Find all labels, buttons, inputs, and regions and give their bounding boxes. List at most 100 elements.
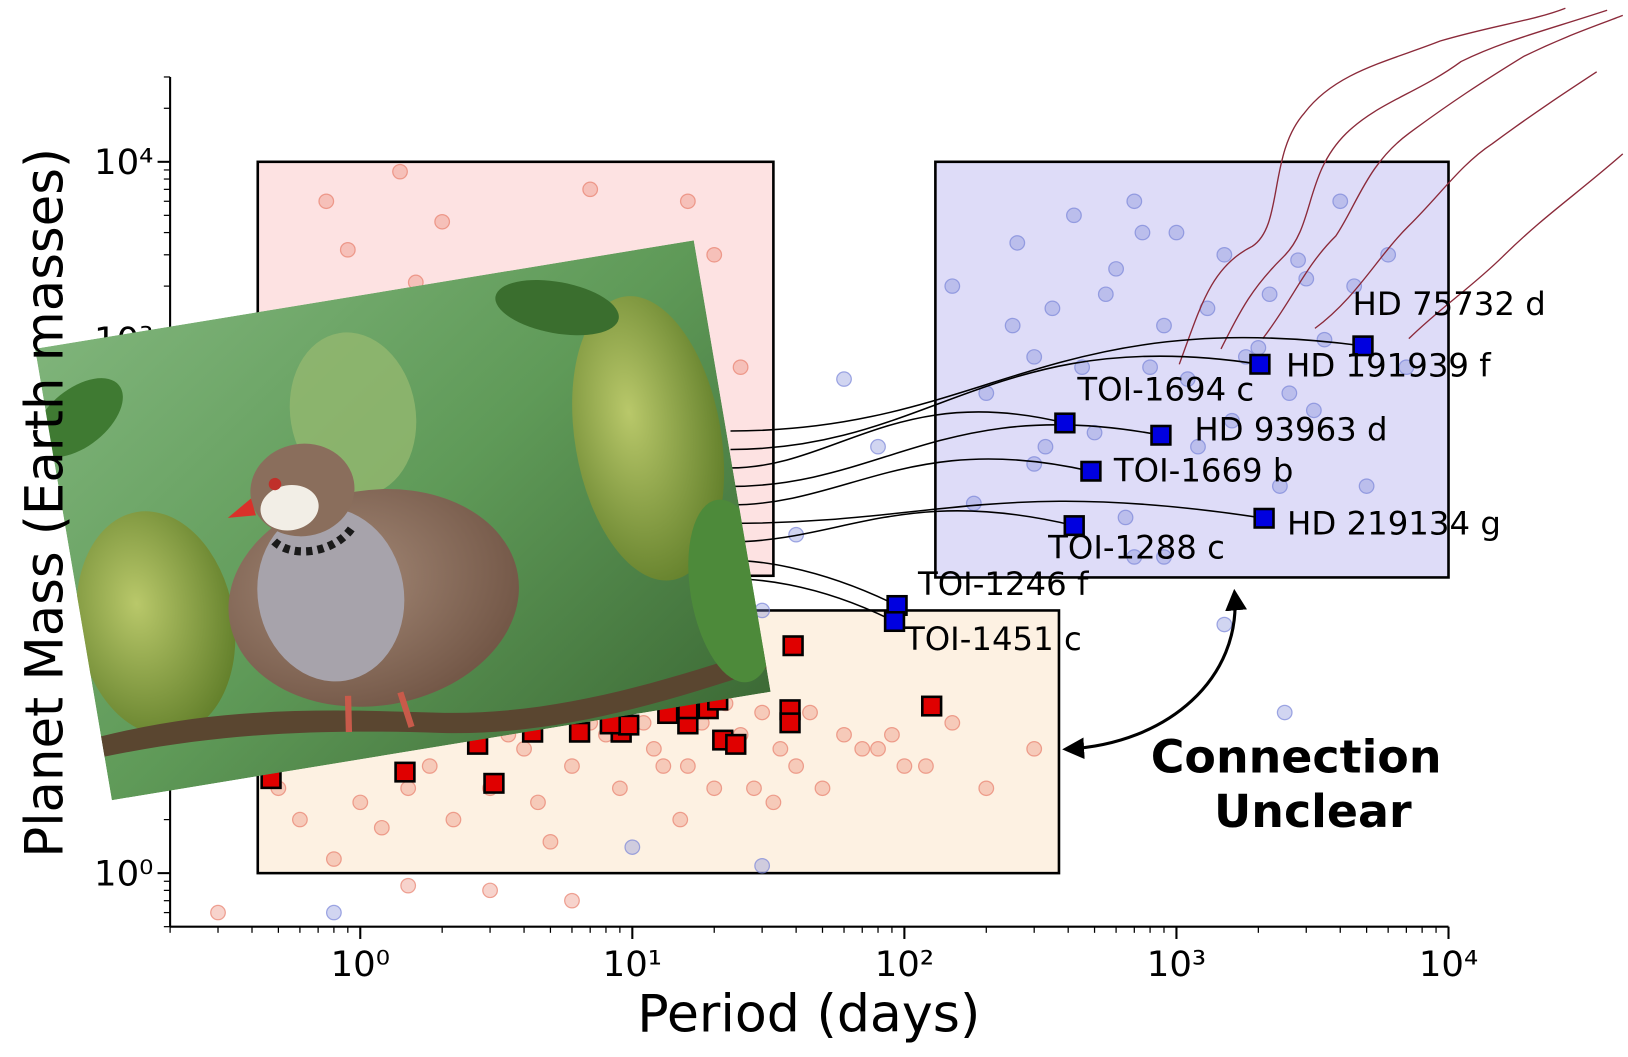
data-point — [400, 780, 417, 797]
connector-line — [730, 510, 1075, 543]
data-point — [325, 904, 342, 921]
data-point — [1332, 193, 1349, 210]
planet-square — [779, 712, 801, 734]
data-point — [965, 495, 982, 512]
data-point — [1216, 246, 1233, 263]
data-point — [1126, 549, 1143, 565]
leaf — [495, 280, 619, 336]
data-point — [1066, 207, 1082, 224]
data-point — [1179, 371, 1196, 387]
data-point — [392, 163, 408, 180]
data-point — [582, 181, 599, 198]
planet-square — [1054, 412, 1076, 434]
planet-label: HD 191939 f — [1286, 347, 1491, 385]
density-contour — [1262, 14, 1624, 340]
density-contour — [1178, 7, 1566, 365]
data-point — [530, 794, 546, 811]
data-point — [1009, 235, 1026, 251]
planet-square — [568, 721, 591, 743]
planet-square — [1352, 335, 1374, 357]
connector-line — [730, 355, 1261, 451]
data-point — [1216, 616, 1233, 633]
data-point — [434, 213, 451, 230]
data-point — [754, 857, 771, 874]
pear — [76, 511, 236, 736]
planet-square — [1150, 424, 1172, 446]
data-point — [854, 741, 871, 757]
data-point — [445, 811, 462, 828]
density-contour — [1220, 9, 1608, 350]
data-point — [1261, 286, 1278, 303]
data-point — [746, 780, 762, 797]
annotation-text: Unclear — [1214, 785, 1412, 838]
data-point — [732, 359, 749, 375]
connector-line — [730, 411, 1066, 469]
data-point — [1281, 385, 1298, 401]
data-point — [917, 758, 934, 774]
connector-line — [730, 458, 1092, 506]
data-point — [291, 811, 308, 828]
data-point — [788, 758, 805, 774]
data-point — [564, 892, 580, 909]
data-point — [325, 851, 342, 867]
data-point — [1134, 224, 1151, 241]
data-point — [1276, 704, 1293, 721]
data-point — [1250, 339, 1267, 356]
data-point — [1004, 317, 1021, 334]
data-point — [482, 882, 499, 899]
data-point — [870, 741, 886, 757]
data-point — [1190, 438, 1206, 455]
data-point — [944, 278, 961, 294]
data-point — [210, 904, 226, 921]
data-point — [1142, 359, 1159, 375]
planet-square — [782, 635, 804, 657]
data-point — [1074, 359, 1091, 375]
data-point — [339, 242, 356, 258]
density-contour — [1408, 153, 1624, 340]
data-point — [1290, 252, 1307, 268]
x-tick-label: 10¹ — [603, 944, 662, 985]
data-point — [836, 371, 852, 387]
photo — [35, 240, 771, 801]
data-point — [1156, 549, 1172, 565]
annotation-text: Connection — [1151, 731, 1442, 784]
planet-label: TOI-1694 c — [1076, 371, 1254, 409]
data-point — [896, 758, 913, 774]
data-point — [645, 741, 662, 757]
planet-label: TOI-1451 c — [904, 620, 1082, 658]
planet-label: HD 93963 d — [1194, 411, 1387, 449]
data-point — [624, 839, 641, 855]
data-point — [870, 438, 886, 455]
pear — [572, 296, 725, 581]
planet-square — [483, 772, 505, 794]
density-contours — [1178, 7, 1624, 365]
x-tick-label: 10³ — [1147, 944, 1206, 985]
bird-eye — [268, 477, 282, 491]
data-point — [944, 715, 961, 731]
x-tick-label: 10⁰ — [331, 944, 390, 985]
bird-beak — [227, 498, 256, 518]
data-point — [836, 726, 852, 743]
planet-label: TOI-1288 c — [1047, 529, 1225, 567]
planet-label: TOI-1246 f — [917, 565, 1089, 603]
data-point — [1097, 286, 1114, 303]
data-point — [611, 780, 628, 797]
data-point — [1026, 741, 1043, 757]
data-point — [318, 193, 335, 210]
data-point — [1117, 509, 1134, 526]
photo-content — [35, 240, 771, 801]
data-point — [1037, 438, 1054, 455]
bird-breast — [257, 507, 405, 682]
data-point — [706, 780, 723, 797]
density-contour — [1314, 71, 1598, 329]
x-tick-label: 10⁴ — [1419, 944, 1478, 985]
bird-legs — [344, 691, 415, 733]
connector-line — [730, 336, 1364, 432]
data-point — [655, 758, 672, 774]
planet-square — [883, 610, 906, 633]
leaf — [35, 378, 123, 458]
axes: 10⁰10¹10²10³10⁴10⁰10³10⁴ — [94, 76, 1478, 985]
planet-label: TOI-1669 b — [1113, 452, 1294, 490]
planet-square — [1249, 353, 1271, 375]
